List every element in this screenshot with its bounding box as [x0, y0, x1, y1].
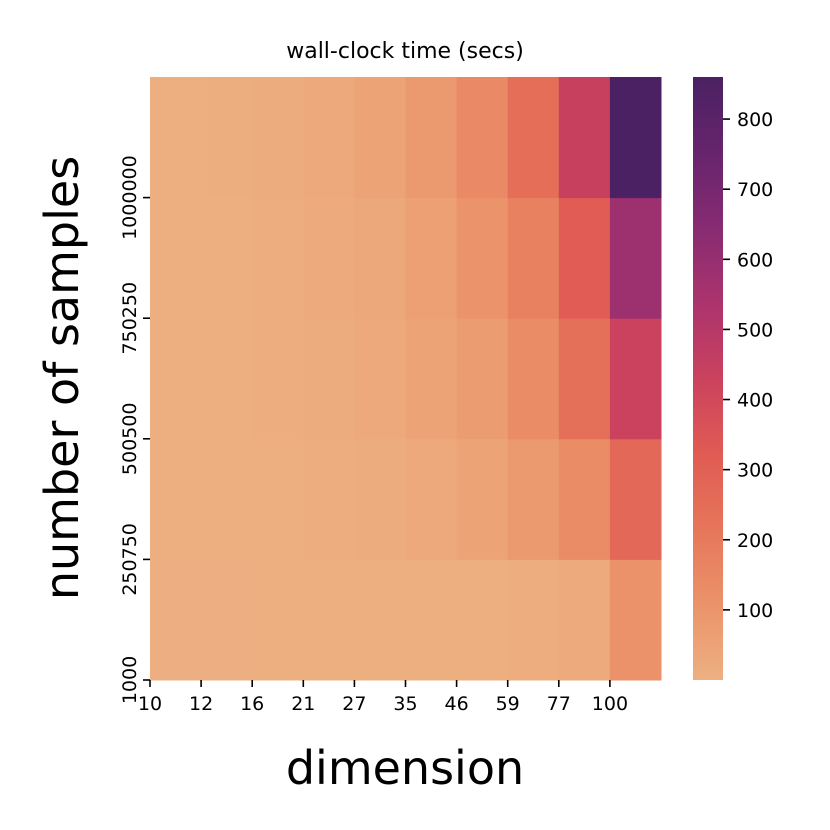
colorbar-tick-label: 800 [737, 109, 773, 131]
x-tick-label: 77 [547, 693, 571, 715]
heatmap-cell [405, 438, 458, 560]
x-tick-label: 100 [592, 693, 628, 715]
colorbar-tick-label: 300 [737, 460, 773, 482]
heatmap-cell [252, 559, 304, 681]
heatmap-cell [252, 77, 304, 199]
heatmap-cell [405, 559, 458, 681]
heatmap-cell [354, 77, 406, 199]
x-tick-label: 12 [189, 693, 213, 715]
y-tick-label: 1000 [119, 656, 141, 704]
chart-title: wall-clock time (secs) [286, 39, 524, 64]
heatmap-cell [507, 197, 560, 319]
heatmap-cell [558, 77, 611, 199]
heatmap-cell [507, 438, 560, 560]
heatmap-cell [609, 197, 662, 319]
heatmap-cell [456, 559, 509, 681]
x-tick-label: 21 [291, 693, 315, 715]
heatmap-cell [405, 77, 458, 199]
heatmap-cell [354, 197, 406, 319]
heatmap-cell [354, 559, 406, 681]
heatmap-cell [201, 318, 253, 440]
y-tick-label: 1000000 [119, 155, 141, 240]
colorbar-tick-label: 600 [737, 249, 773, 271]
heatmap-cell [456, 318, 509, 440]
heatmap-cell [201, 197, 253, 319]
heatmap-cell [405, 197, 458, 319]
heatmap-cell [150, 318, 202, 440]
x-tick-label: 16 [240, 693, 264, 715]
heatmap-cell [201, 559, 253, 681]
heatmap-cell [303, 77, 355, 199]
heatmap-cell [354, 438, 406, 560]
heatmap-cell [609, 77, 662, 199]
heatmap-cell [558, 559, 611, 681]
colorbar-tick-label: 100 [737, 600, 773, 622]
heatmap-cells [150, 77, 662, 681]
heatmap-cell [252, 197, 304, 319]
heatmap-cell [303, 438, 355, 560]
heatmap-cell [405, 318, 458, 440]
y-axis-label: number of samples [35, 156, 89, 600]
x-tick-label: 27 [342, 693, 366, 715]
heatmap-cell [252, 318, 304, 440]
heatmap-cell [150, 197, 202, 319]
x-tick-label: 59 [496, 693, 520, 715]
y-axis: 1000 250750 500500 750250 1000000 [119, 155, 150, 704]
heatmap-cell [609, 318, 662, 440]
y-tick-label: 750250 [119, 282, 141, 355]
colorbar-tick-label: 500 [737, 319, 773, 341]
heatmap-cell [354, 318, 406, 440]
heatmap-cell [507, 77, 560, 199]
x-axis-label: dimension [286, 741, 524, 795]
y-tick-label: 250750 [119, 523, 141, 596]
x-tick-label: 46 [445, 693, 469, 715]
heatmap-cell [609, 438, 662, 560]
heatmap-cell [201, 438, 253, 560]
colorbar-axis: 100 200 300 400 500 600 700 800 [723, 109, 773, 622]
y-tick-label: 500500 [119, 403, 141, 476]
colorbar-tick-label: 400 [737, 390, 773, 412]
heatmap-cell [252, 438, 304, 560]
colorbar-tick-label: 200 [737, 530, 773, 552]
colorbar [693, 77, 723, 680]
heatmap-cell [150, 438, 202, 560]
heatmap-cell [558, 318, 611, 440]
heatmap-cell [201, 77, 253, 199]
heatmap-cell [507, 559, 560, 681]
heatmap-cell [303, 318, 355, 440]
heatmap-cell [558, 197, 611, 319]
heatmap-cell [150, 77, 202, 199]
x-tick-label: 35 [393, 693, 417, 715]
heatmap-cell [609, 559, 662, 681]
x-tick-label: 10 [138, 693, 162, 715]
heatmap-cell [303, 197, 355, 319]
heatmap-cell [456, 197, 509, 319]
heatmap-cell [558, 438, 611, 560]
heatmap-cell [456, 77, 509, 199]
heatmap-cell [150, 559, 202, 681]
heatmap-cell [303, 559, 355, 681]
x-axis: 10 12 16 21 27 35 46 59 77 100 [138, 680, 628, 715]
colorbar-tick-label: 700 [737, 179, 773, 201]
heatmap-cell [507, 318, 560, 440]
heatmap-cell [456, 438, 509, 560]
